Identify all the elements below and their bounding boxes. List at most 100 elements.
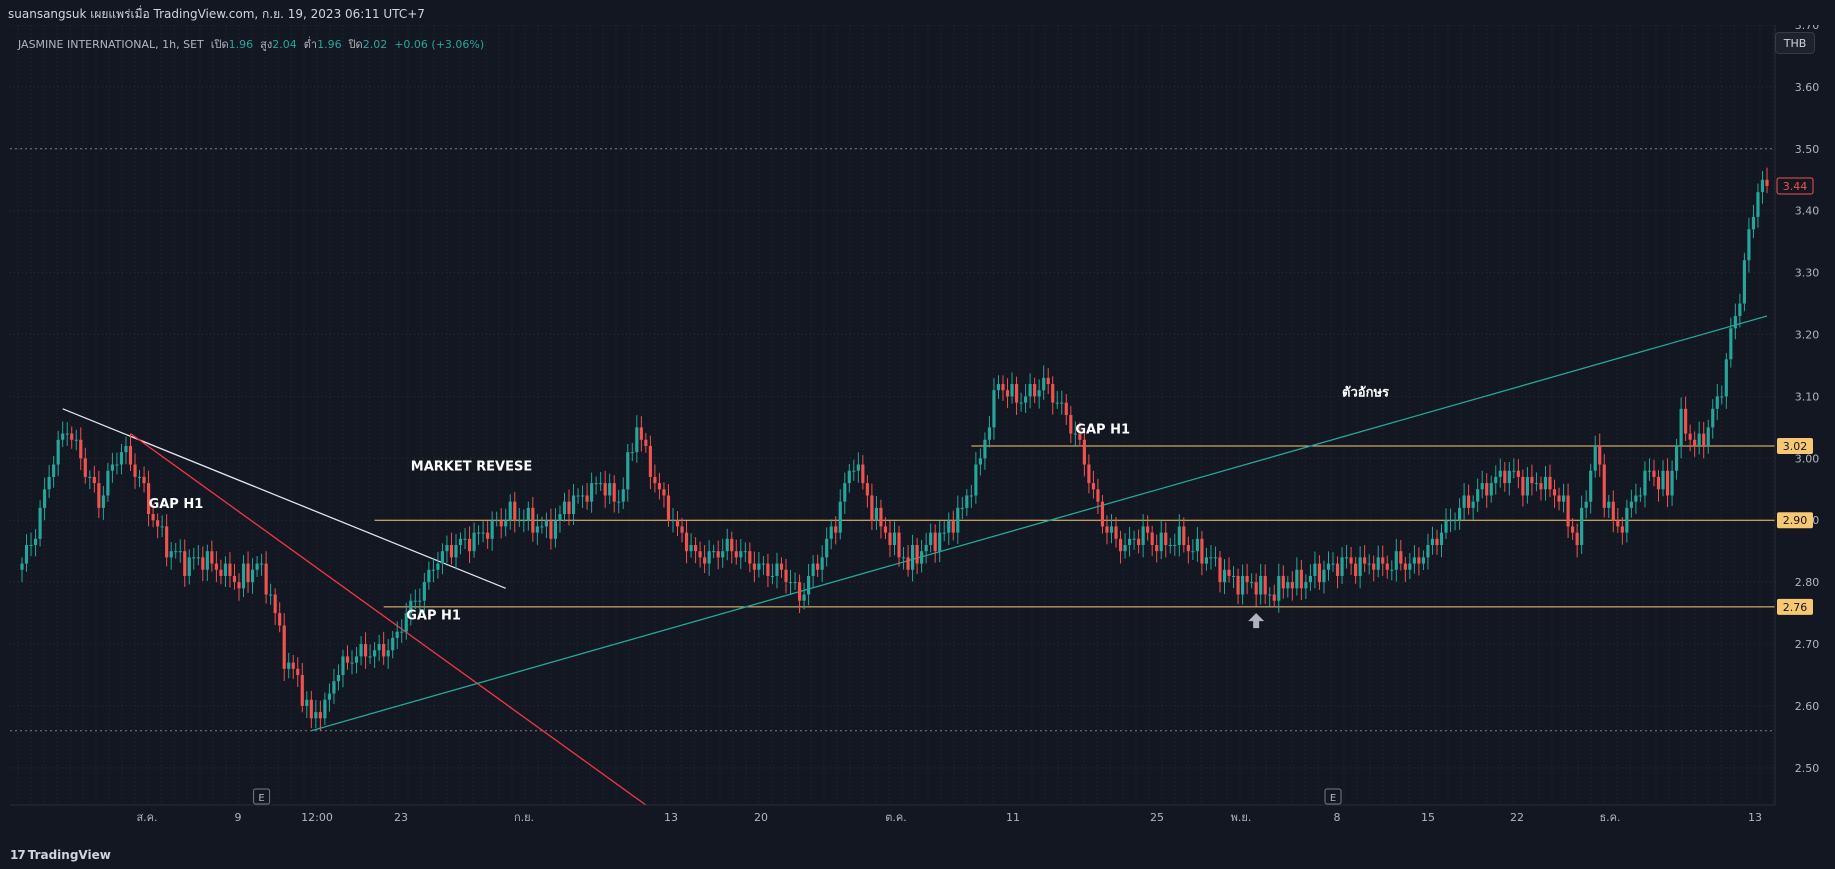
candle-body — [1069, 415, 1073, 434]
change-value: +0.06 (+3.06%) — [394, 38, 485, 51]
candle-body — [929, 532, 933, 545]
candle-body — [1272, 594, 1276, 601]
candle-body — [323, 699, 327, 719]
candle-body — [395, 631, 399, 638]
candle-body — [879, 507, 883, 527]
price-tick-label: 3.60 — [1795, 81, 1820, 94]
candle-body — [1720, 396, 1724, 398]
candle-body — [698, 551, 702, 558]
candle-body — [960, 507, 964, 509]
candle-body — [1634, 495, 1638, 502]
candle-body — [169, 551, 173, 558]
level-price-label: 2.90 — [1783, 514, 1808, 527]
candle-body — [1702, 433, 1706, 446]
candle-body — [133, 464, 137, 477]
candle-body — [33, 538, 38, 545]
price-tick-label: 2.70 — [1795, 638, 1820, 651]
time-tick-label: 9 — [235, 811, 242, 824]
trendline-teal — [311, 315, 1768, 732]
candle-body — [250, 569, 255, 583]
candle-body — [969, 495, 973, 497]
candle-body — [1584, 501, 1588, 508]
candle-body — [996, 384, 1001, 391]
candle-body — [915, 545, 919, 564]
candle-body — [210, 551, 214, 564]
candle-body — [1561, 495, 1566, 502]
candle-body — [807, 575, 811, 595]
earnings-marker-label: E — [1330, 793, 1336, 804]
candle-body — [1186, 545, 1190, 552]
candle-body — [1539, 483, 1543, 490]
candle-body — [97, 483, 101, 508]
candle-body — [834, 526, 838, 533]
tradingview-logo-icon: 17 — [10, 848, 26, 862]
candle-body — [1480, 483, 1484, 490]
candle-body — [1245, 575, 1249, 583]
candle-body — [1150, 532, 1154, 545]
trendline-white — [62, 408, 506, 589]
candle-body — [1616, 520, 1620, 527]
up-arrow-icon — [1248, 613, 1265, 629]
candle-body — [1268, 594, 1272, 596]
candle-body — [458, 538, 463, 545]
price-tick-label: 3.40 — [1795, 205, 1820, 218]
candle-body — [513, 501, 517, 521]
candle-body — [892, 532, 897, 545]
time-tick-label: 23 — [394, 811, 408, 824]
candle-body — [580, 495, 585, 497]
currency-button[interactable]: THB — [1775, 32, 1815, 54]
candle-body — [327, 693, 331, 700]
candle-body — [816, 563, 820, 570]
candle-body — [1046, 377, 1050, 385]
candle-body — [1408, 563, 1412, 570]
candle-body — [499, 520, 503, 527]
candle-body — [1191, 551, 1195, 553]
candle-body — [974, 464, 978, 496]
candle-body — [978, 458, 982, 465]
candle-body — [897, 532, 901, 558]
price-chart[interactable]: GAP H1 MARKET REVESE GAP H1 GAP H1 ตัวอักษร … — [10, 19, 1835, 843]
candle-body — [1123, 545, 1127, 552]
candle-body — [1589, 470, 1593, 502]
candle-body — [911, 545, 915, 570]
low-label: ต่ำ — [303, 38, 318, 51]
candle-body — [1331, 563, 1335, 565]
candle-body — [1530, 476, 1534, 484]
annotation-label: GAP H1 — [1075, 423, 1130, 438]
candle-body — [1087, 464, 1091, 484]
candle-body — [1078, 433, 1082, 440]
candle-body — [65, 433, 69, 435]
level-price-tag — [1777, 437, 1813, 454]
candle-body — [1376, 557, 1380, 570]
candle-body — [440, 551, 445, 564]
candle-body — [576, 495, 580, 497]
candle-body — [1566, 495, 1570, 527]
candle-body — [1195, 538, 1199, 552]
symbol-name[interactable]: JASMINE INTERNATIONAL, 1h, SET — [18, 38, 204, 51]
candle-body — [608, 483, 612, 496]
candle-body — [1209, 557, 1213, 559]
candle-body — [1430, 538, 1435, 545]
candle-body — [1349, 557, 1353, 564]
candle-body — [644, 439, 648, 446]
candle-body — [1765, 179, 1769, 186]
candle-body — [1317, 563, 1322, 583]
candle-body — [721, 551, 725, 558]
time-tick-label: 13 — [664, 811, 678, 824]
candle-body — [1335, 563, 1340, 576]
candle-body — [174, 551, 178, 553]
candle-body — [1222, 569, 1227, 583]
candle-body — [517, 520, 521, 522]
level-price-tag — [1777, 512, 1813, 529]
tradingview-logo[interactable]: 17 TradingView — [10, 848, 111, 862]
time-tick-label: 25 — [1150, 811, 1164, 824]
candle-body — [1295, 569, 1299, 589]
candle-body — [1159, 532, 1163, 552]
candle-body — [1521, 476, 1525, 496]
candle-body — [1593, 445, 1597, 471]
candle-body — [228, 563, 232, 576]
candle-body — [752, 563, 756, 570]
candle-body — [110, 464, 114, 471]
